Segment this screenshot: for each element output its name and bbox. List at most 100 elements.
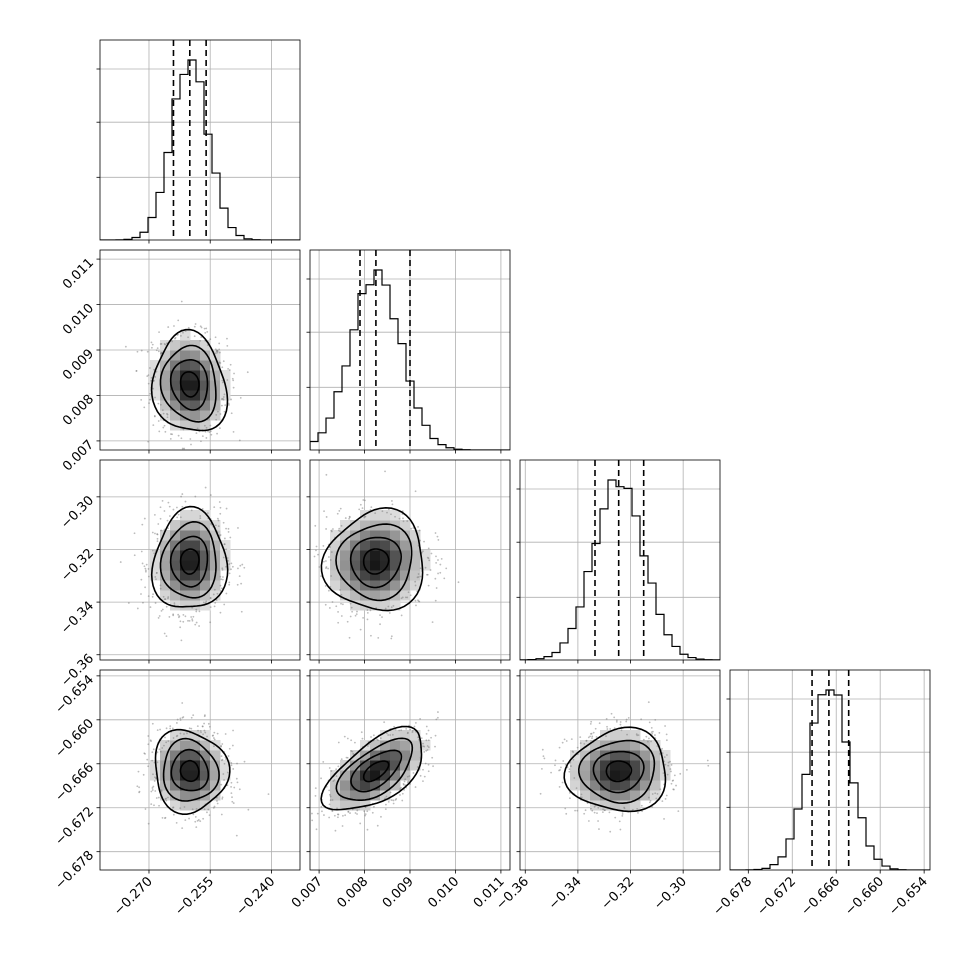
sample-point bbox=[178, 615, 181, 617]
density-cell bbox=[370, 570, 381, 581]
density-cell bbox=[360, 770, 371, 781]
density-cell bbox=[180, 420, 191, 431]
sample-point bbox=[161, 747, 164, 749]
sample-point bbox=[214, 352, 217, 355]
sample-point bbox=[177, 513, 180, 516]
density-cell bbox=[190, 530, 201, 541]
x-tick-label: −0.255 bbox=[172, 874, 217, 919]
sample-point bbox=[152, 785, 155, 788]
sample-point bbox=[228, 572, 231, 575]
density-cell bbox=[160, 530, 171, 541]
sample-point bbox=[647, 796, 650, 799]
sample-point bbox=[166, 519, 169, 522]
sample-point bbox=[609, 728, 612, 730]
density-cell bbox=[620, 770, 631, 781]
density-cell bbox=[170, 360, 181, 371]
sample-point bbox=[290, 512, 292, 514]
density-cell bbox=[370, 780, 381, 791]
sample-point bbox=[301, 542, 303, 544]
sample-point bbox=[429, 569, 432, 571]
sample-point bbox=[625, 718, 628, 721]
sample-point bbox=[658, 731, 661, 734]
sample-point bbox=[400, 597, 403, 600]
density-cell bbox=[610, 770, 621, 781]
density-cell bbox=[410, 740, 421, 751]
sample-point bbox=[423, 540, 425, 543]
density-cell bbox=[360, 600, 371, 611]
sample-point bbox=[228, 581, 231, 584]
density-cell bbox=[150, 370, 161, 381]
sample-point bbox=[347, 810, 350, 813]
sample-point bbox=[406, 520, 409, 522]
density-cell bbox=[390, 750, 401, 761]
sample-point bbox=[335, 605, 338, 608]
sample-point bbox=[625, 720, 628, 723]
sample-point bbox=[156, 347, 159, 350]
density-cell bbox=[410, 750, 421, 761]
density-cell bbox=[180, 340, 191, 351]
density-cell bbox=[190, 750, 201, 761]
sample-point bbox=[670, 764, 673, 766]
sample-point bbox=[143, 752, 146, 755]
sample-point bbox=[267, 793, 270, 796]
density-cell bbox=[170, 770, 181, 781]
sample-point bbox=[172, 508, 175, 511]
scatter-panel-1-0 bbox=[100, 250, 300, 450]
sample-point bbox=[559, 769, 561, 771]
sample-point bbox=[138, 786, 141, 789]
density-cell bbox=[170, 740, 181, 751]
sample-point bbox=[209, 522, 212, 525]
sample-point bbox=[407, 780, 410, 783]
density-cell bbox=[180, 730, 191, 741]
sample-point bbox=[554, 759, 557, 762]
density-cell bbox=[360, 560, 371, 571]
sample-point bbox=[151, 751, 154, 754]
sample-point bbox=[615, 720, 618, 723]
sample-point bbox=[151, 789, 154, 791]
histogram-panel-1 bbox=[306, 249, 511, 451]
sample-point bbox=[193, 325, 196, 328]
sample-point bbox=[165, 635, 168, 638]
sample-point bbox=[619, 721, 622, 723]
sample-point bbox=[168, 505, 171, 508]
density-cell bbox=[180, 760, 191, 771]
sample-point bbox=[136, 785, 139, 788]
density-cell bbox=[200, 390, 211, 401]
sample-point bbox=[216, 432, 218, 435]
sample-point bbox=[369, 609, 372, 612]
sample-point bbox=[200, 731, 202, 734]
sample-point bbox=[369, 509, 372, 511]
sample-point bbox=[188, 727, 191, 730]
contour-level-1 bbox=[350, 749, 403, 793]
scatter-panel-2-0 bbox=[100, 460, 300, 660]
sample-point bbox=[206, 512, 209, 515]
density-cell bbox=[600, 760, 611, 771]
sample-point bbox=[157, 402, 160, 405]
density-cell bbox=[200, 400, 211, 411]
sample-point bbox=[206, 331, 209, 333]
sample-point bbox=[228, 583, 231, 586]
density-cell bbox=[410, 560, 421, 571]
sample-point bbox=[400, 614, 403, 617]
sample-point bbox=[573, 777, 576, 779]
sample-point bbox=[222, 398, 225, 401]
sample-point bbox=[158, 748, 161, 751]
sample-point bbox=[426, 573, 429, 576]
sample-point bbox=[434, 532, 437, 534]
sample-point bbox=[208, 431, 211, 434]
sample-point bbox=[136, 350, 139, 353]
sample-point bbox=[243, 566, 246, 569]
density-cell bbox=[410, 570, 421, 581]
sample-point bbox=[589, 722, 592, 725]
sample-point bbox=[235, 834, 238, 837]
density-cell bbox=[200, 520, 211, 531]
sample-point bbox=[223, 779, 225, 781]
sample-point bbox=[195, 608, 198, 611]
sample-point bbox=[621, 813, 624, 815]
density-cell bbox=[350, 560, 361, 571]
sample-point bbox=[227, 527, 230, 530]
sample-point bbox=[191, 606, 194, 609]
sample-point bbox=[216, 351, 219, 354]
density-cell bbox=[340, 770, 351, 781]
